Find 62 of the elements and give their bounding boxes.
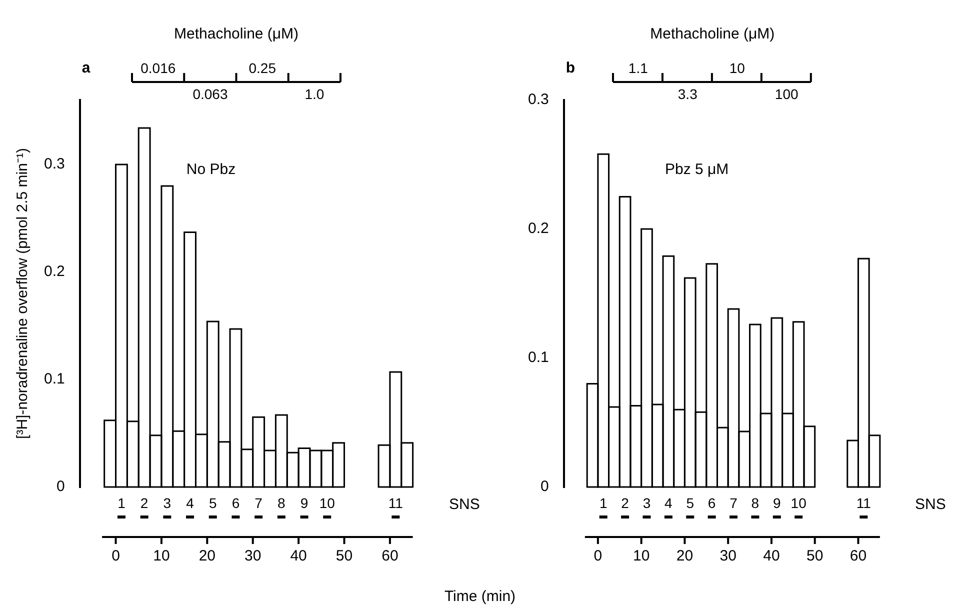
annotation: 2: [140, 494, 148, 511]
y-tick-label: 0.2: [44, 263, 65, 280]
annotation: 3: [163, 494, 172, 511]
text: 10: [729, 60, 746, 76]
annotation: 10: [790, 494, 807, 511]
y-tick-label: 0.1: [44, 370, 65, 388]
annotation: 5: [208, 494, 217, 511]
chart-title: b: [566, 60, 576, 77]
annotation: 6: [708, 494, 716, 511]
x-tick-label: 50: [336, 548, 353, 565]
y-tick-label: 0: [56, 478, 65, 496]
x-tick-label: 10: [153, 548, 170, 565]
x-tick-label: 50: [806, 548, 824, 565]
x-tick-label: 0: [594, 548, 602, 565]
y-tick-label: 0.3: [44, 156, 65, 173]
text: Methacholine (μM): [650, 26, 775, 43]
annotation: 8: [278, 494, 286, 511]
y-tick-label: 0.2: [528, 220, 549, 238]
annotation: 0.063: [192, 86, 228, 102]
annotation: 10: [319, 494, 336, 511]
annotation: 9: [772, 494, 781, 511]
annotation: 1.0: [304, 86, 324, 102]
annotation: 2: [621, 494, 630, 511]
x-tick-label: 40: [763, 548, 780, 565]
y-tick-label: 0.3: [528, 91, 549, 108]
annotation: 4: [664, 494, 673, 511]
annotation: No Pbz: [186, 160, 236, 178]
annotation: 7: [730, 494, 738, 511]
annotation: 3: [642, 494, 651, 511]
annotation: 1: [599, 494, 608, 511]
annotation: 9: [300, 494, 308, 511]
annotation: Pbz 5 μM: [664, 160, 729, 178]
y-tick-label: 0: [540, 478, 549, 496]
annotation: 11: [388, 494, 404, 511]
x-tick-label: 30: [720, 548, 736, 565]
annotation: 8: [751, 494, 760, 511]
annotation: 7: [254, 494, 263, 511]
x-tick-label: 10: [632, 548, 650, 565]
text: SNS: [915, 496, 946, 514]
annotation: 100: [774, 86, 798, 102]
annotation: 11: [856, 494, 872, 511]
chart-title: a: [82, 60, 91, 77]
annotation: 6: [232, 494, 240, 511]
y-tick-label: 0.1: [528, 349, 549, 366]
x-tick-label: 40: [290, 548, 307, 565]
text: SNS: [449, 496, 480, 514]
y-axis-title: [³H]-noradrenaline overflow (pmol 2.5 min⁻¹): [14, 148, 32, 439]
x-axis-title: Time (min): [443, 588, 517, 605]
x-tick-label: 20: [198, 548, 216, 565]
x-tick-label: 30: [244, 548, 262, 565]
annotation: 3.3: [678, 86, 698, 102]
text: Methacholine (μM): [174, 26, 299, 43]
text: 1.1: [628, 60, 648, 76]
text: 0.016: [140, 60, 176, 76]
x-tick-label: 0: [112, 548, 120, 565]
annotation: 1: [118, 494, 126, 511]
annotation: 4: [186, 494, 194, 511]
annotation: 5: [686, 494, 694, 511]
x-tick-label: 60: [382, 548, 398, 565]
x-tick-label: 20: [676, 548, 694, 565]
x-tick-label: 60: [850, 548, 867, 565]
text: 0.25: [248, 60, 276, 76]
